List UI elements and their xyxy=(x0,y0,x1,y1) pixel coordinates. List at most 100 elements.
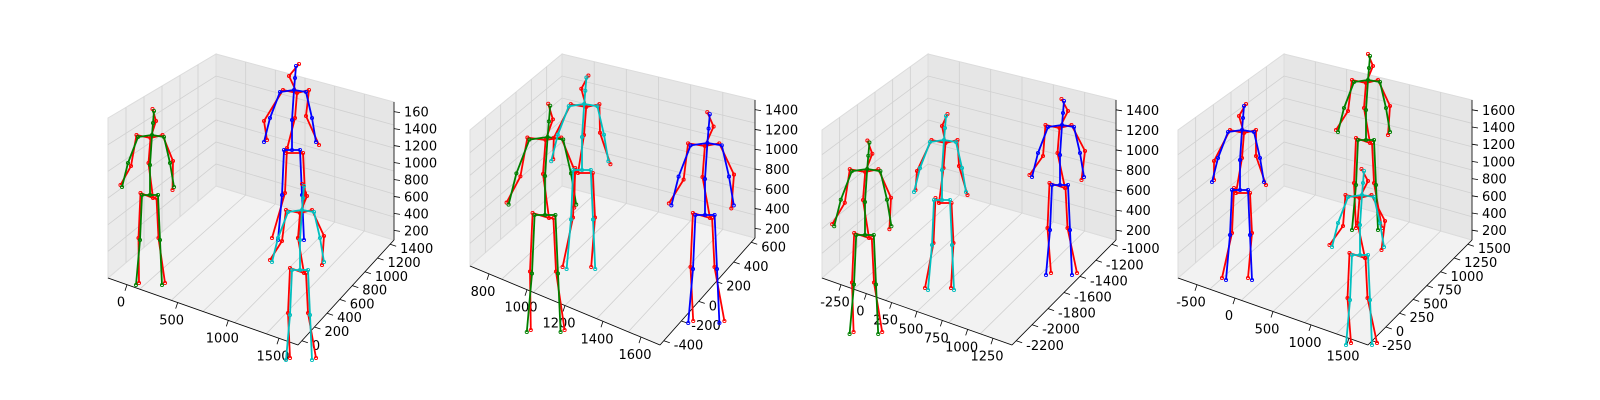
bone-pred_a xyxy=(121,162,129,188)
bone-gt xyxy=(519,137,529,177)
joint-gt xyxy=(948,285,954,291)
joint-pred_a xyxy=(147,192,153,198)
z-tick-label: 1600 xyxy=(1482,104,1515,119)
y-tick xyxy=(1016,340,1023,344)
joint-pred_b xyxy=(1081,174,1087,180)
joint-pred_b xyxy=(1240,115,1246,121)
z-tick xyxy=(754,227,762,230)
x-axis-line xyxy=(107,277,299,346)
joint-pred_a xyxy=(884,197,890,202)
bone-gt xyxy=(1235,157,1243,194)
bone-gt xyxy=(1353,137,1357,184)
bone-pred_c xyxy=(287,209,303,213)
joint-gt xyxy=(686,141,691,146)
bone-gt xyxy=(281,209,287,242)
bone-pred_a xyxy=(1351,184,1357,231)
bone-gt xyxy=(263,120,268,141)
joint-gt xyxy=(292,115,298,121)
bone-pred_b xyxy=(1045,229,1051,276)
joint-gt xyxy=(1055,150,1060,156)
gridlines xyxy=(821,61,1117,335)
y-tick-label: 500 xyxy=(1423,297,1448,312)
bone-gt xyxy=(305,272,309,314)
joint-pred_c xyxy=(947,197,953,203)
z-tick-label: 200 xyxy=(1482,224,1507,239)
bone-pred_c xyxy=(589,169,594,220)
y-tick-label: -2200 xyxy=(1026,339,1064,354)
joint-pred_c xyxy=(939,167,945,173)
bone-gt xyxy=(1366,297,1378,344)
joint-gt xyxy=(608,162,613,167)
joint-pred_b xyxy=(1047,227,1053,233)
bone-gt xyxy=(542,139,547,175)
joint-pred_b xyxy=(303,89,309,95)
joint-pred_a xyxy=(1363,107,1369,113)
joint-pred_a xyxy=(137,237,143,243)
joint-pred_b xyxy=(1035,150,1041,156)
joint-pred_b xyxy=(707,112,712,117)
bone-gt xyxy=(1342,194,1347,227)
bone-gt xyxy=(1363,82,1367,109)
x-tick-label: 800 xyxy=(471,285,496,300)
bone-pred_c xyxy=(1359,194,1363,226)
z-tick-label: 800 xyxy=(765,163,790,178)
bone-pred_c xyxy=(289,269,293,316)
y-tick-label: 250 xyxy=(1409,311,1434,326)
bone-gt xyxy=(1347,79,1353,112)
x-tick xyxy=(863,293,867,300)
joint-pred_a xyxy=(545,134,550,140)
y-tick-label: 600 xyxy=(761,240,786,255)
bone-gt xyxy=(155,197,160,239)
skeletons xyxy=(1209,51,1393,348)
bone-pred_c xyxy=(1347,194,1363,198)
bone-pred_a xyxy=(867,142,871,156)
joint-gt xyxy=(1363,255,1368,261)
joint-pred_b xyxy=(714,266,720,272)
joint-gt xyxy=(1253,153,1259,159)
joint-pred_b xyxy=(281,147,287,153)
grid-line xyxy=(107,75,395,146)
bone-pred_b xyxy=(1249,234,1253,281)
y-tick xyxy=(1454,257,1461,261)
joint-pred_c xyxy=(309,357,315,363)
z-tick-label: 1000 xyxy=(404,157,437,172)
joint-gt xyxy=(707,215,713,221)
bone-gt xyxy=(529,212,534,272)
y-tick xyxy=(1063,292,1071,295)
bone-gt xyxy=(271,192,286,239)
x-tick xyxy=(914,311,918,318)
bone-pred_b xyxy=(1059,124,1063,156)
joint-gt xyxy=(936,200,942,206)
joint-pred_a xyxy=(878,169,883,174)
x-tick xyxy=(638,336,642,344)
joint-pred_c xyxy=(929,242,935,248)
joint-gt xyxy=(1353,225,1359,231)
bone-gt xyxy=(941,113,949,127)
joint-pred_c xyxy=(321,259,327,265)
joint-gt xyxy=(1355,220,1360,226)
joint-gt xyxy=(1043,122,1048,128)
joint-pred_c xyxy=(1361,168,1367,174)
joint-gt xyxy=(287,355,293,361)
x-tick-label: 1000 xyxy=(206,331,239,346)
y-tick xyxy=(1095,259,1103,263)
bone-gt xyxy=(1056,152,1066,189)
x-tick xyxy=(1346,338,1350,345)
bone-gt xyxy=(711,217,716,268)
joint-gt xyxy=(282,190,288,196)
joint-pred_a xyxy=(1353,182,1359,188)
y-tick xyxy=(1467,243,1474,247)
bone-pred_b xyxy=(713,214,718,270)
z-tick-label: 600 xyxy=(765,183,790,198)
z-tick xyxy=(393,162,401,164)
z-tick xyxy=(754,188,762,191)
bone-pred_b xyxy=(277,194,283,241)
y-tick xyxy=(663,340,670,344)
bone-pred_b xyxy=(1037,126,1049,154)
joint-pred_a xyxy=(555,271,561,276)
joint-pred_a xyxy=(1351,79,1357,85)
joint-gt xyxy=(688,264,693,270)
joint-gt xyxy=(690,210,695,216)
bone-pred_c xyxy=(568,103,585,108)
bone-pred_c xyxy=(584,77,588,91)
